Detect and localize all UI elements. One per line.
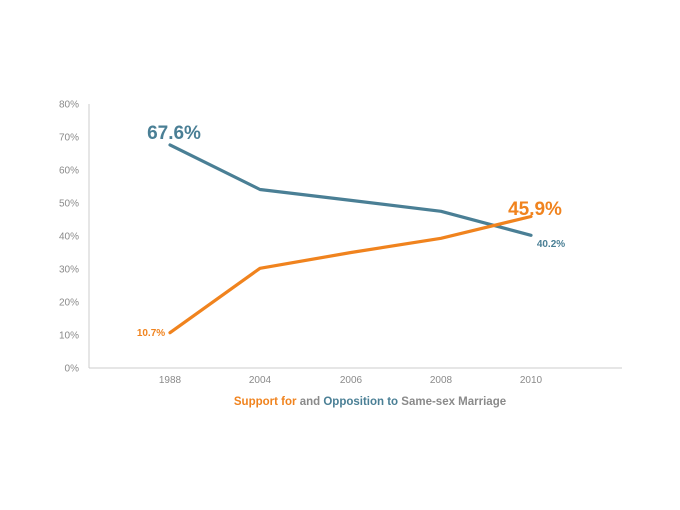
title-rest: Same-sex Marriage [401, 396, 507, 408]
x-tick-labels: 1988 2004 2006 2008 2010 [159, 375, 543, 386]
x-tick-label: 2006 [340, 375, 363, 386]
y-tick-labels: 0% 10% 20% 30% 40% 50% 60% 70% 80% [59, 100, 79, 375]
support-last-label: 45.9% [508, 199, 562, 220]
x-tick-label: 2004 [249, 375, 272, 386]
y-tick-label: 30% [59, 265, 79, 276]
y-tick-label: 0% [65, 364, 80, 375]
x-tick-label: 1988 [159, 375, 182, 386]
y-tick-label: 70% [59, 133, 79, 144]
opposition-first-label: 67.6% [147, 123, 201, 144]
title-and: and [299, 396, 321, 408]
series-lines [168, 143, 533, 335]
y-tick-label: 10% [59, 331, 79, 342]
y-tick-label: 40% [59, 232, 79, 243]
y-tick-label: 50% [59, 199, 79, 210]
title-support: Support for [233, 396, 297, 408]
x-tick-label: 2010 [520, 375, 543, 386]
support-first-label: 10.7% [137, 328, 165, 339]
y-tick-label: 80% [59, 100, 79, 111]
opposition-series-line [168, 143, 533, 237]
axes [88, 104, 622, 369]
data-labels: 67.6% 40.2% 10.7% 45.9% [137, 123, 565, 339]
support-series-line [168, 214, 533, 335]
x-tick-label: 2008 [430, 375, 453, 386]
y-tick-label: 20% [59, 298, 79, 309]
title-opposition: Opposition to [323, 396, 399, 408]
y-tick-label: 60% [59, 166, 79, 177]
opposition-last-label: 40.2% [537, 239, 565, 250]
chart-title: Support for and Opposition to Same-sex M… [0, 396, 680, 408]
